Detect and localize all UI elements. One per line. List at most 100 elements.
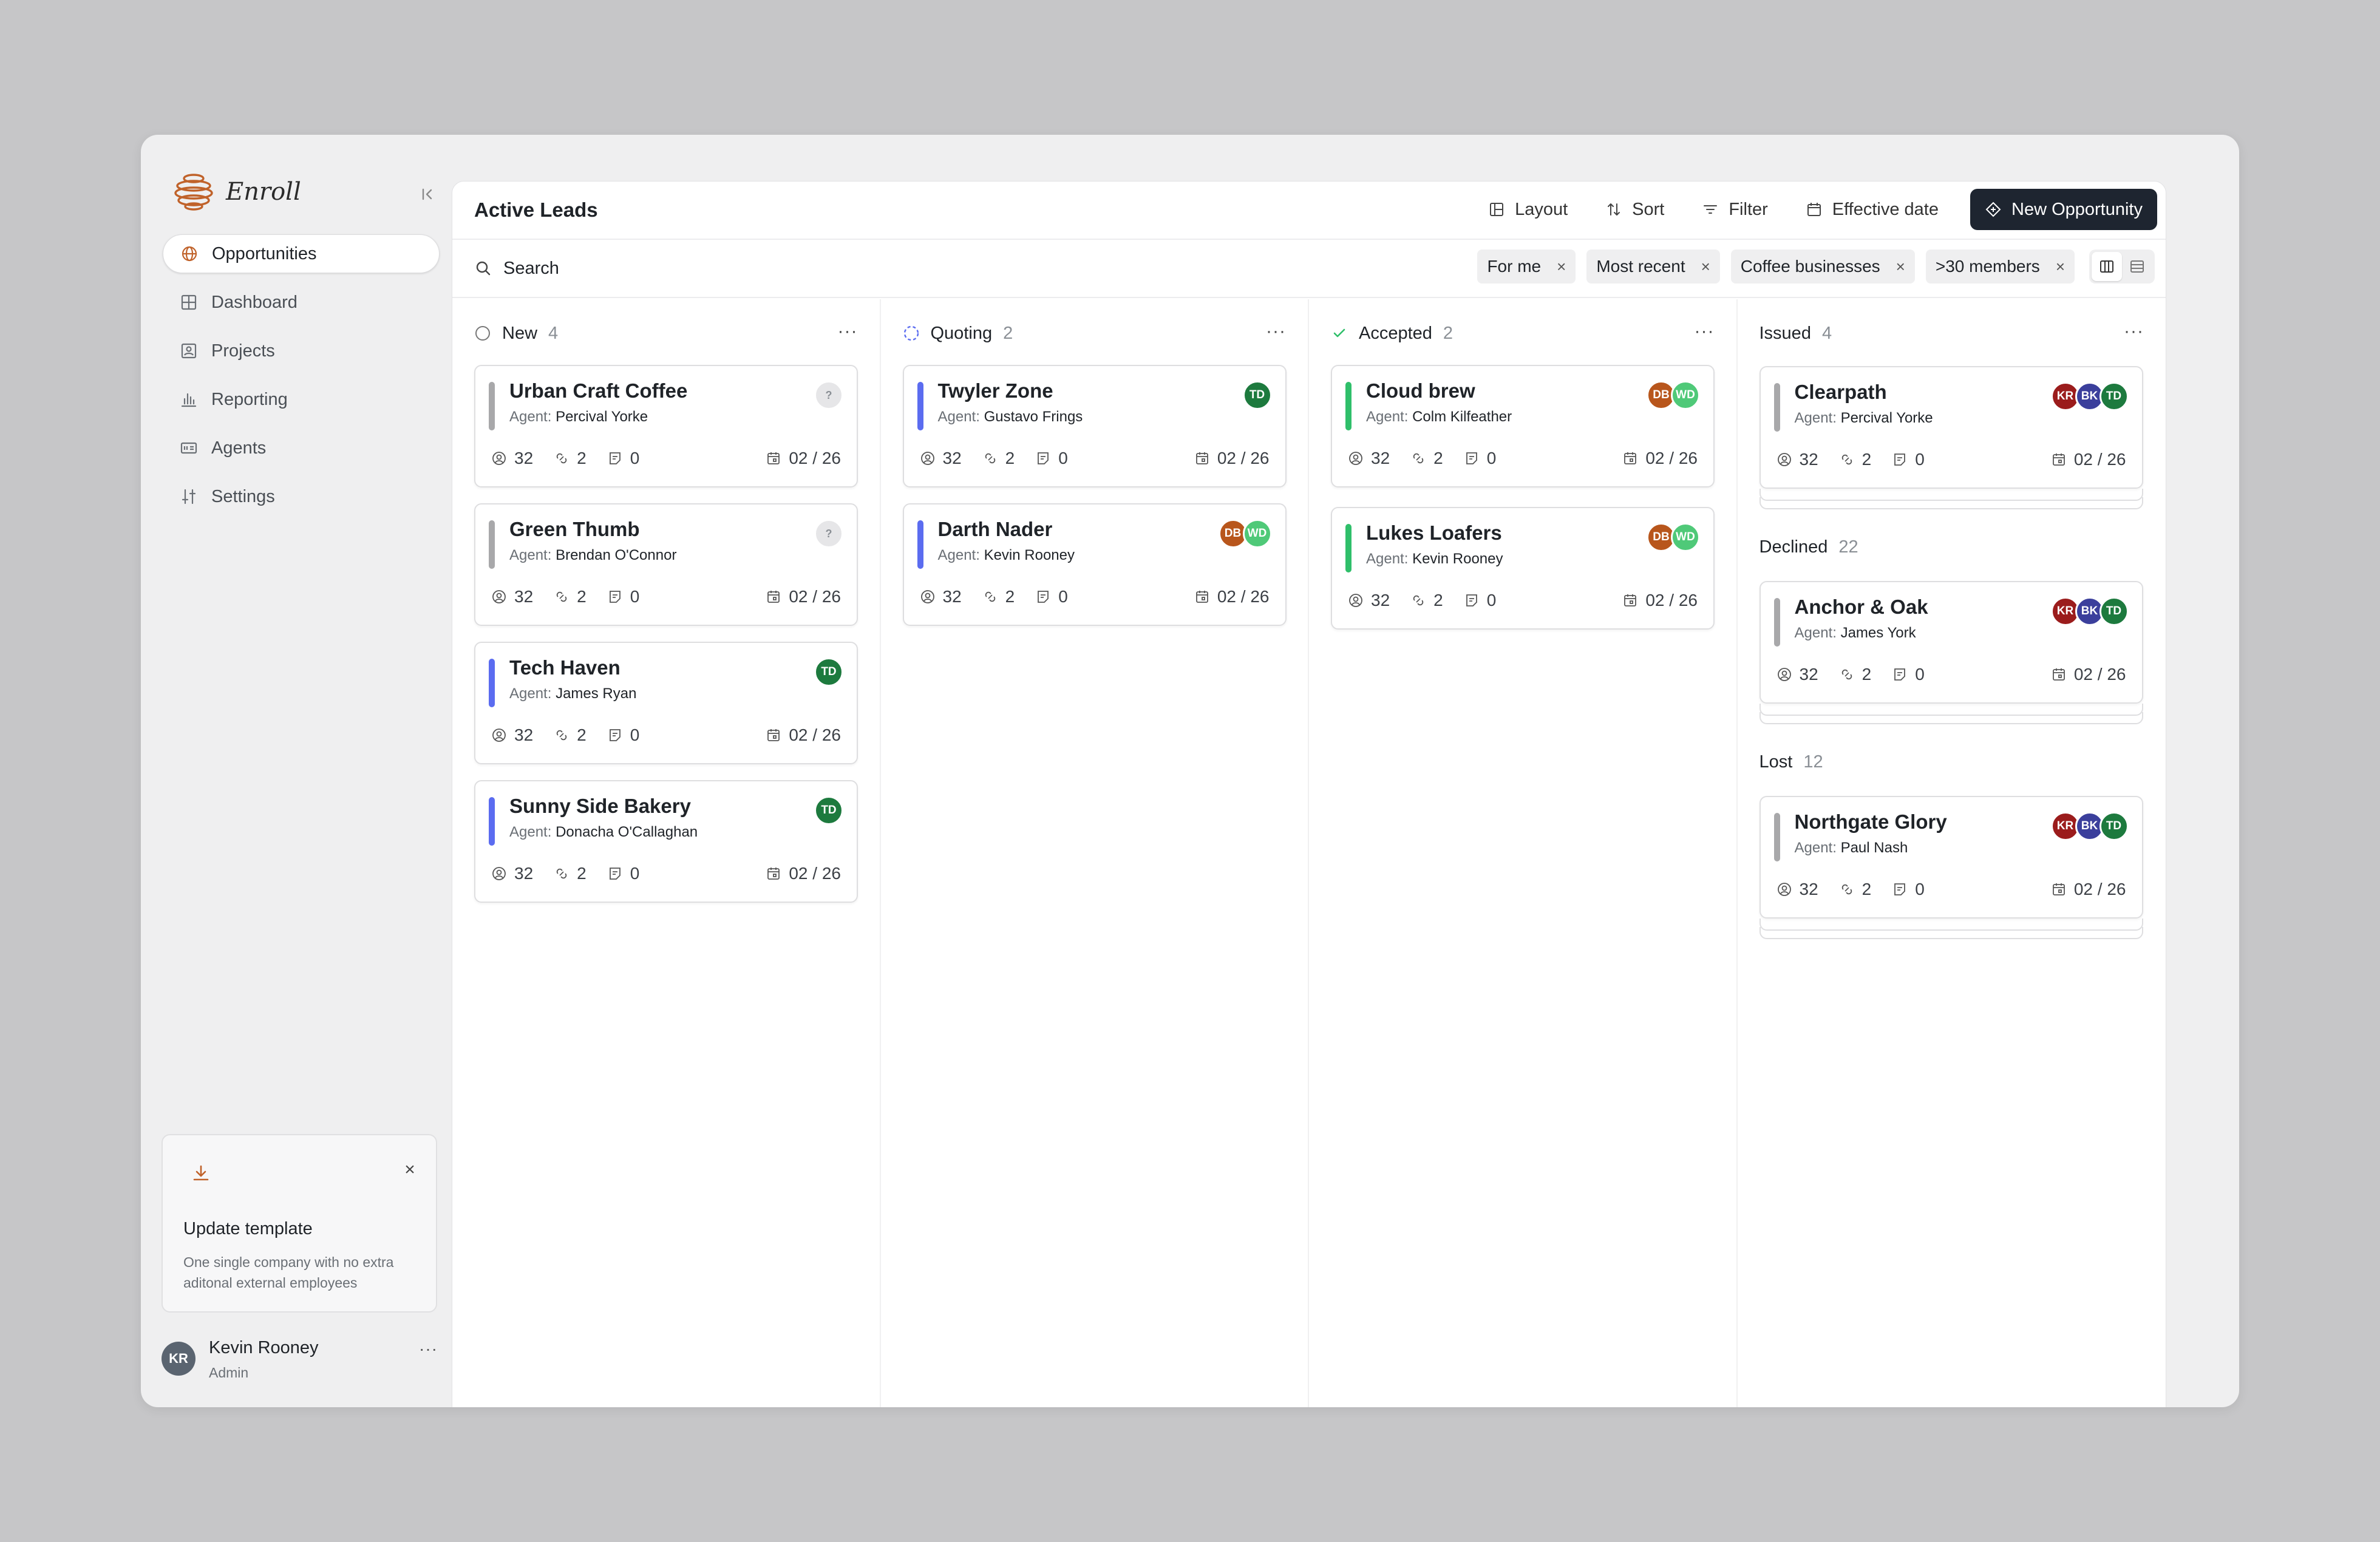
sort-label: Sort [1632, 199, 1665, 219]
layout-button[interactable]: Layout [1471, 189, 1585, 230]
agent-name: Brendan O'Connor [556, 547, 677, 563]
board-view-icon[interactable] [2092, 252, 2122, 281]
avatar-group: DB WD [1647, 523, 1700, 552]
sort-button[interactable]: Sort [1588, 189, 1681, 230]
lead-card[interactable]: Green Thumb Agent: Brendan O'Connor ? 32… [474, 503, 858, 626]
avatar: ? [814, 519, 843, 548]
more-icon[interactable]: ··· [2124, 321, 2144, 341]
avatar-group: TD [814, 796, 843, 825]
filter-chip-members[interactable]: >30 members × [1925, 250, 2075, 284]
section-title: Lost [1759, 752, 1793, 772]
calendar-icon [1624, 452, 1637, 464]
calendar-icon [2052, 883, 2065, 895]
notes-stat: 0 [1464, 591, 1496, 610]
card-meta: 32 2 0 [920, 587, 1068, 606]
search-input[interactable] [503, 258, 868, 279]
effective-date-button[interactable]: Effective date [1789, 189, 1956, 230]
layout-icon [1490, 203, 1504, 216]
members-stat: 32 [491, 449, 533, 468]
column-header: Issued 4 ··· [1759, 321, 2144, 345]
sidebar-item-opportunities[interactable]: Opportunities [163, 234, 440, 273]
close-icon[interactable]: × [2055, 257, 2065, 276]
avatar: BK [2075, 382, 2104, 411]
column-count: 4 [548, 323, 559, 343]
filter-icon [1704, 205, 1718, 214]
card-meta: 32 2 0 [1776, 450, 1925, 469]
close-icon[interactable]: × [1557, 257, 1566, 276]
new-opportunity-label: New Opportunity [2011, 199, 2143, 219]
sidebar: Enroll Opportunities Dashboard Projects … [141, 135, 452, 1407]
close-icon[interactable]: × [1895, 257, 1905, 276]
chip-label: >30 members [1935, 257, 2040, 276]
close-icon[interactable]: × [1701, 257, 1710, 276]
lead-card[interactable]: Urban Craft Coffee Agent: Percival Yorke… [474, 365, 858, 487]
sidebar-item-projects[interactable]: Projects [163, 331, 440, 370]
user-circle-icon [492, 452, 506, 465]
sidebar-item-reporting[interactable]: Reporting [163, 380, 440, 419]
lead-card[interactable]: Northgate Glory Agent: Paul Nash KR BK TD … [1759, 796, 2143, 919]
close-icon[interactable]: × [404, 1160, 415, 1180]
lead-card[interactable]: Lukes Loafers Agent: Kevin Rooney DB WD 3… [1331, 507, 1715, 630]
more-icon[interactable]: ··· [1694, 321, 1715, 341]
lead-card[interactable]: Sunny Side Bakery Agent: Donacha O'Calla… [474, 780, 858, 903]
members-count: 32 [514, 725, 534, 744]
lead-card[interactable]: Cloud brew Agent: Colm Kilfeather DB WD 3… [1331, 365, 1715, 487]
filter-chip-most-recent[interactable]: Most recent × [1586, 250, 1720, 284]
list-view-icon[interactable] [2122, 252, 2152, 281]
note-icon [1894, 453, 1906, 466]
notes-count: 0 [1058, 587, 1068, 606]
card-title: Tech Haven [509, 656, 620, 679]
links-stat: 2 [982, 587, 1015, 606]
section-title: Declined [1759, 537, 1828, 557]
links-count: 2 [1861, 665, 1872, 684]
sidebar-item-dashboard[interactable]: Dashboard [163, 283, 440, 322]
avatar: DB [1647, 381, 1676, 410]
sidebar-item-label: Projects [211, 341, 275, 361]
circle-outline-icon [475, 326, 490, 341]
notes-count: 0 [1486, 449, 1497, 467]
filter-button[interactable]: Filter [1685, 189, 1784, 230]
update-template-card[interactable]: × Update template One single company wit… [162, 1134, 437, 1313]
status-bar [1345, 382, 1352, 430]
column-accepted: Accepted 2 ··· Cloud brew Agent: Colm Ki… [1309, 299, 1738, 1407]
avatar-group: KR BK TD [2050, 597, 2129, 626]
notes-count: 0 [630, 587, 640, 606]
lead-card[interactable]: Clearpath Agent: Percival Yorke KR BK TD 3… [1759, 366, 2143, 489]
notes-stat: 0 [1035, 587, 1068, 606]
notes-stat: 0 [607, 587, 640, 606]
lead-card[interactable]: Anchor & Oak Agent: James York KR BK TD 32… [1759, 581, 2143, 704]
new-opportunity-button[interactable]: New Opportunity [1970, 189, 2157, 230]
links-count: 2 [1005, 587, 1015, 606]
effective-date-label: Effective date [1832, 199, 1939, 219]
avatar: TD [2099, 597, 2129, 626]
collapse-sidebar-icon[interactable] [418, 185, 437, 204]
card-agent: Agent: James Ryan [509, 685, 636, 702]
user-profile[interactable]: KR Kevin Rooney Admin ··· [162, 1336, 441, 1384]
lead-card[interactable]: Tech Haven Agent: James Ryan TD 32 2 0 0… [474, 642, 858, 764]
more-icon[interactable]: ··· [419, 1339, 438, 1358]
link-icon [556, 868, 567, 879]
sidebar-item-settings[interactable]: Settings [163, 477, 440, 516]
calendar-icon [1807, 203, 1821, 216]
lead-card[interactable]: Twyler Zone Agent: Gustavo Frings TD 32 … [902, 365, 1287, 487]
filter-chip-for-me[interactable]: For me × [1477, 250, 1576, 284]
sidebar-item-agents[interactable]: Agents [163, 429, 440, 467]
section-count: 12 [1803, 752, 1823, 772]
status-bar [489, 382, 495, 430]
more-icon[interactable]: ··· [1266, 321, 1286, 341]
card-agent: Agent: Gustavo Frings [938, 409, 1083, 426]
notes-stat: 0 [607, 449, 639, 468]
link-icon [1413, 453, 1424, 464]
user-role: Admin [209, 1365, 249, 1381]
lead-card[interactable]: Darth Nader Agent: Kevin Rooney DB WD 32 … [902, 503, 1287, 626]
user-circle-icon [920, 452, 934, 465]
date-value: 02 / 26 [2073, 880, 2126, 898]
globe-icon [182, 246, 197, 262]
bar-chart-icon [181, 393, 197, 407]
chip-label: Most recent [1596, 257, 1685, 276]
column-count: 4 [1821, 323, 1832, 343]
notes-count: 0 [1915, 880, 1925, 898]
filter-chip-coffee-businesses[interactable]: Coffee businesses × [1730, 250, 1915, 284]
links-count: 2 [577, 725, 586, 744]
more-icon[interactable]: ··· [837, 321, 858, 341]
